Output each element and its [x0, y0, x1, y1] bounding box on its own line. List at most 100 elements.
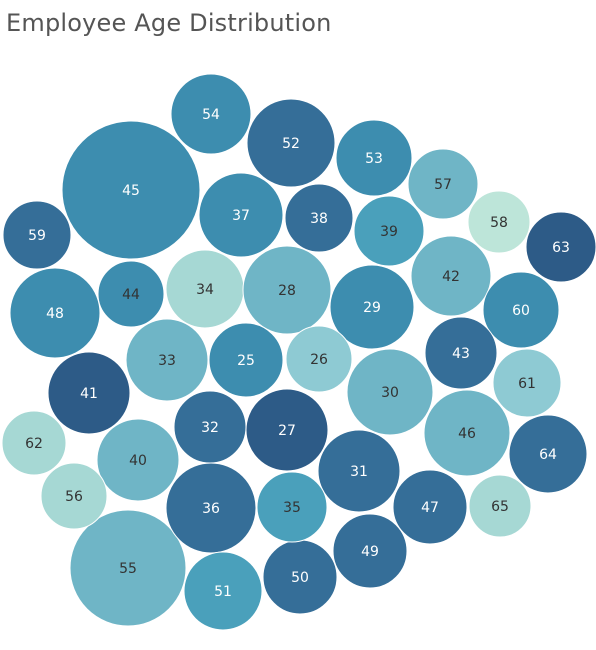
bubble-label-42: 42: [442, 269, 460, 285]
bubble-label-40: 40: [129, 453, 147, 469]
bubble-circle-37[interactable]: [198, 172, 284, 258]
bubble-circle-61[interactable]: [492, 348, 562, 418]
bubble-circle-25[interactable]: [208, 322, 284, 398]
bubble-circle-58[interactable]: [467, 190, 531, 254]
bubble-circle-46[interactable]: [423, 389, 511, 477]
bubble-59[interactable]: 59: [2, 200, 72, 270]
bubble-circle-29[interactable]: [329, 264, 415, 350]
bubble-circle-65[interactable]: [468, 474, 532, 538]
bubble-circle-42[interactable]: [410, 235, 492, 317]
bubble-label-58: 58: [490, 215, 508, 231]
bubble-39[interactable]: 39: [353, 195, 425, 267]
bubble-label-35: 35: [283, 500, 301, 516]
bubble-65[interactable]: 65: [468, 474, 532, 538]
bubble-53[interactable]: 53: [335, 119, 413, 197]
bubble-circle-60[interactable]: [482, 271, 560, 349]
chart-title: Employee Age Distribution: [6, 9, 332, 37]
bubble-label-61: 61: [518, 376, 536, 392]
bubble-62[interactable]: 62: [1, 410, 67, 476]
bubble-circle-63[interactable]: [525, 211, 596, 283]
bubble-circle-32[interactable]: [173, 390, 247, 464]
bubble-61[interactable]: 61: [492, 348, 562, 418]
bubble-circle-43[interactable]: [424, 316, 498, 390]
bubble-47[interactable]: 47: [392, 469, 468, 545]
bubble-circle-40[interactable]: [96, 418, 180, 502]
bubble-label-59: 59: [28, 228, 46, 244]
bubble-circle-51[interactable]: [183, 551, 263, 631]
bubble-circle-52[interactable]: [246, 98, 336, 188]
bubble-circle-62[interactable]: [1, 410, 67, 476]
bubble-26[interactable]: 26: [285, 325, 353, 393]
bubble-41[interactable]: 41: [47, 351, 131, 435]
bubble-label-27: 27: [278, 423, 296, 439]
bubble-56[interactable]: 56: [40, 462, 108, 530]
bubble-circle-26[interactable]: [285, 325, 353, 393]
bubble-49[interactable]: 49: [332, 513, 408, 589]
bubble-circle-48[interactable]: [9, 267, 101, 359]
bubble-52[interactable]: 52: [246, 98, 336, 188]
bubble-circle-59[interactable]: [2, 200, 72, 270]
bubble-58[interactable]: 58: [467, 190, 531, 254]
bubble-45[interactable]: 45: [61, 120, 201, 260]
bubble-46[interactable]: 46: [423, 389, 511, 477]
bubble-35[interactable]: 35: [256, 471, 328, 543]
bubble-circle-55[interactable]: [69, 509, 187, 627]
bubble-33[interactable]: 33: [125, 318, 209, 402]
bubble-circle-56[interactable]: [40, 462, 108, 530]
bubble-circle-53[interactable]: [335, 119, 413, 197]
bubble-27[interactable]: 27: [245, 388, 329, 472]
bubble-37[interactable]: 37: [198, 172, 284, 258]
bubble-55[interactable]: 55: [69, 509, 187, 627]
bubble-circle-28[interactable]: [242, 245, 332, 335]
bubble-label-65: 65: [491, 499, 509, 515]
bubble-label-25: 25: [237, 353, 255, 369]
bubble-31[interactable]: 31: [317, 429, 401, 513]
bubble-circle-39[interactable]: [353, 195, 425, 267]
bubble-48[interactable]: 48: [9, 267, 101, 359]
bubble-25[interactable]: 25: [208, 322, 284, 398]
bubble-label-29: 29: [363, 300, 381, 316]
bubble-label-28: 28: [278, 283, 296, 299]
bubble-circle-30[interactable]: [346, 348, 434, 436]
bubble-label-34: 34: [196, 282, 214, 298]
bubble-circle-41[interactable]: [47, 351, 131, 435]
bubble-circle-49[interactable]: [332, 513, 408, 589]
bubble-circle-54[interactable]: [170, 73, 252, 155]
bubble-circle-44[interactable]: [97, 260, 165, 328]
bubble-63[interactable]: 63: [525, 211, 596, 283]
bubble-54[interactable]: 54: [170, 73, 252, 155]
bubble-29[interactable]: 29: [329, 264, 415, 350]
bubble-51[interactable]: 51: [183, 551, 263, 631]
bubble-43[interactable]: 43: [424, 316, 498, 390]
bubble-label-44: 44: [122, 287, 140, 303]
bubble-label-64: 64: [539, 447, 557, 463]
bubble-label-56: 56: [65, 489, 83, 505]
bubble-44[interactable]: 44: [97, 260, 165, 328]
bubble-circle-64[interactable]: [508, 414, 588, 494]
bubble-circle-35[interactable]: [256, 471, 328, 543]
bubble-label-33: 33: [158, 353, 176, 369]
bubble-circle-31[interactable]: [317, 429, 401, 513]
bubble-circle-47[interactable]: [392, 469, 468, 545]
bubble-circle-57[interactable]: [407, 148, 479, 220]
bubble-label-49: 49: [361, 544, 379, 560]
bubble-60[interactable]: 60: [482, 271, 560, 349]
bubble-40[interactable]: 40: [96, 418, 180, 502]
bubble-label-43: 43: [452, 346, 470, 362]
bubble-label-57: 57: [434, 177, 452, 193]
bubble-36[interactable]: 36: [165, 462, 257, 554]
bubble-label-53: 53: [365, 151, 383, 167]
bubble-circle-45[interactable]: [61, 120, 201, 260]
bubble-28[interactable]: 28: [242, 245, 332, 335]
bubble-32[interactable]: 32: [173, 390, 247, 464]
bubble-30[interactable]: 30: [346, 348, 434, 436]
bubble-34[interactable]: 34: [165, 249, 245, 329]
bubble-57[interactable]: 57: [407, 148, 479, 220]
bubble-50[interactable]: 50: [262, 539, 338, 615]
bubble-38[interactable]: 38: [284, 183, 354, 253]
bubble-circle-33[interactable]: [125, 318, 209, 402]
bubble-label-26: 26: [310, 352, 328, 368]
bubble-42[interactable]: 42: [410, 235, 492, 317]
bubble-circle-38[interactable]: [284, 183, 354, 253]
bubble-64[interactable]: 64: [508, 414, 588, 494]
